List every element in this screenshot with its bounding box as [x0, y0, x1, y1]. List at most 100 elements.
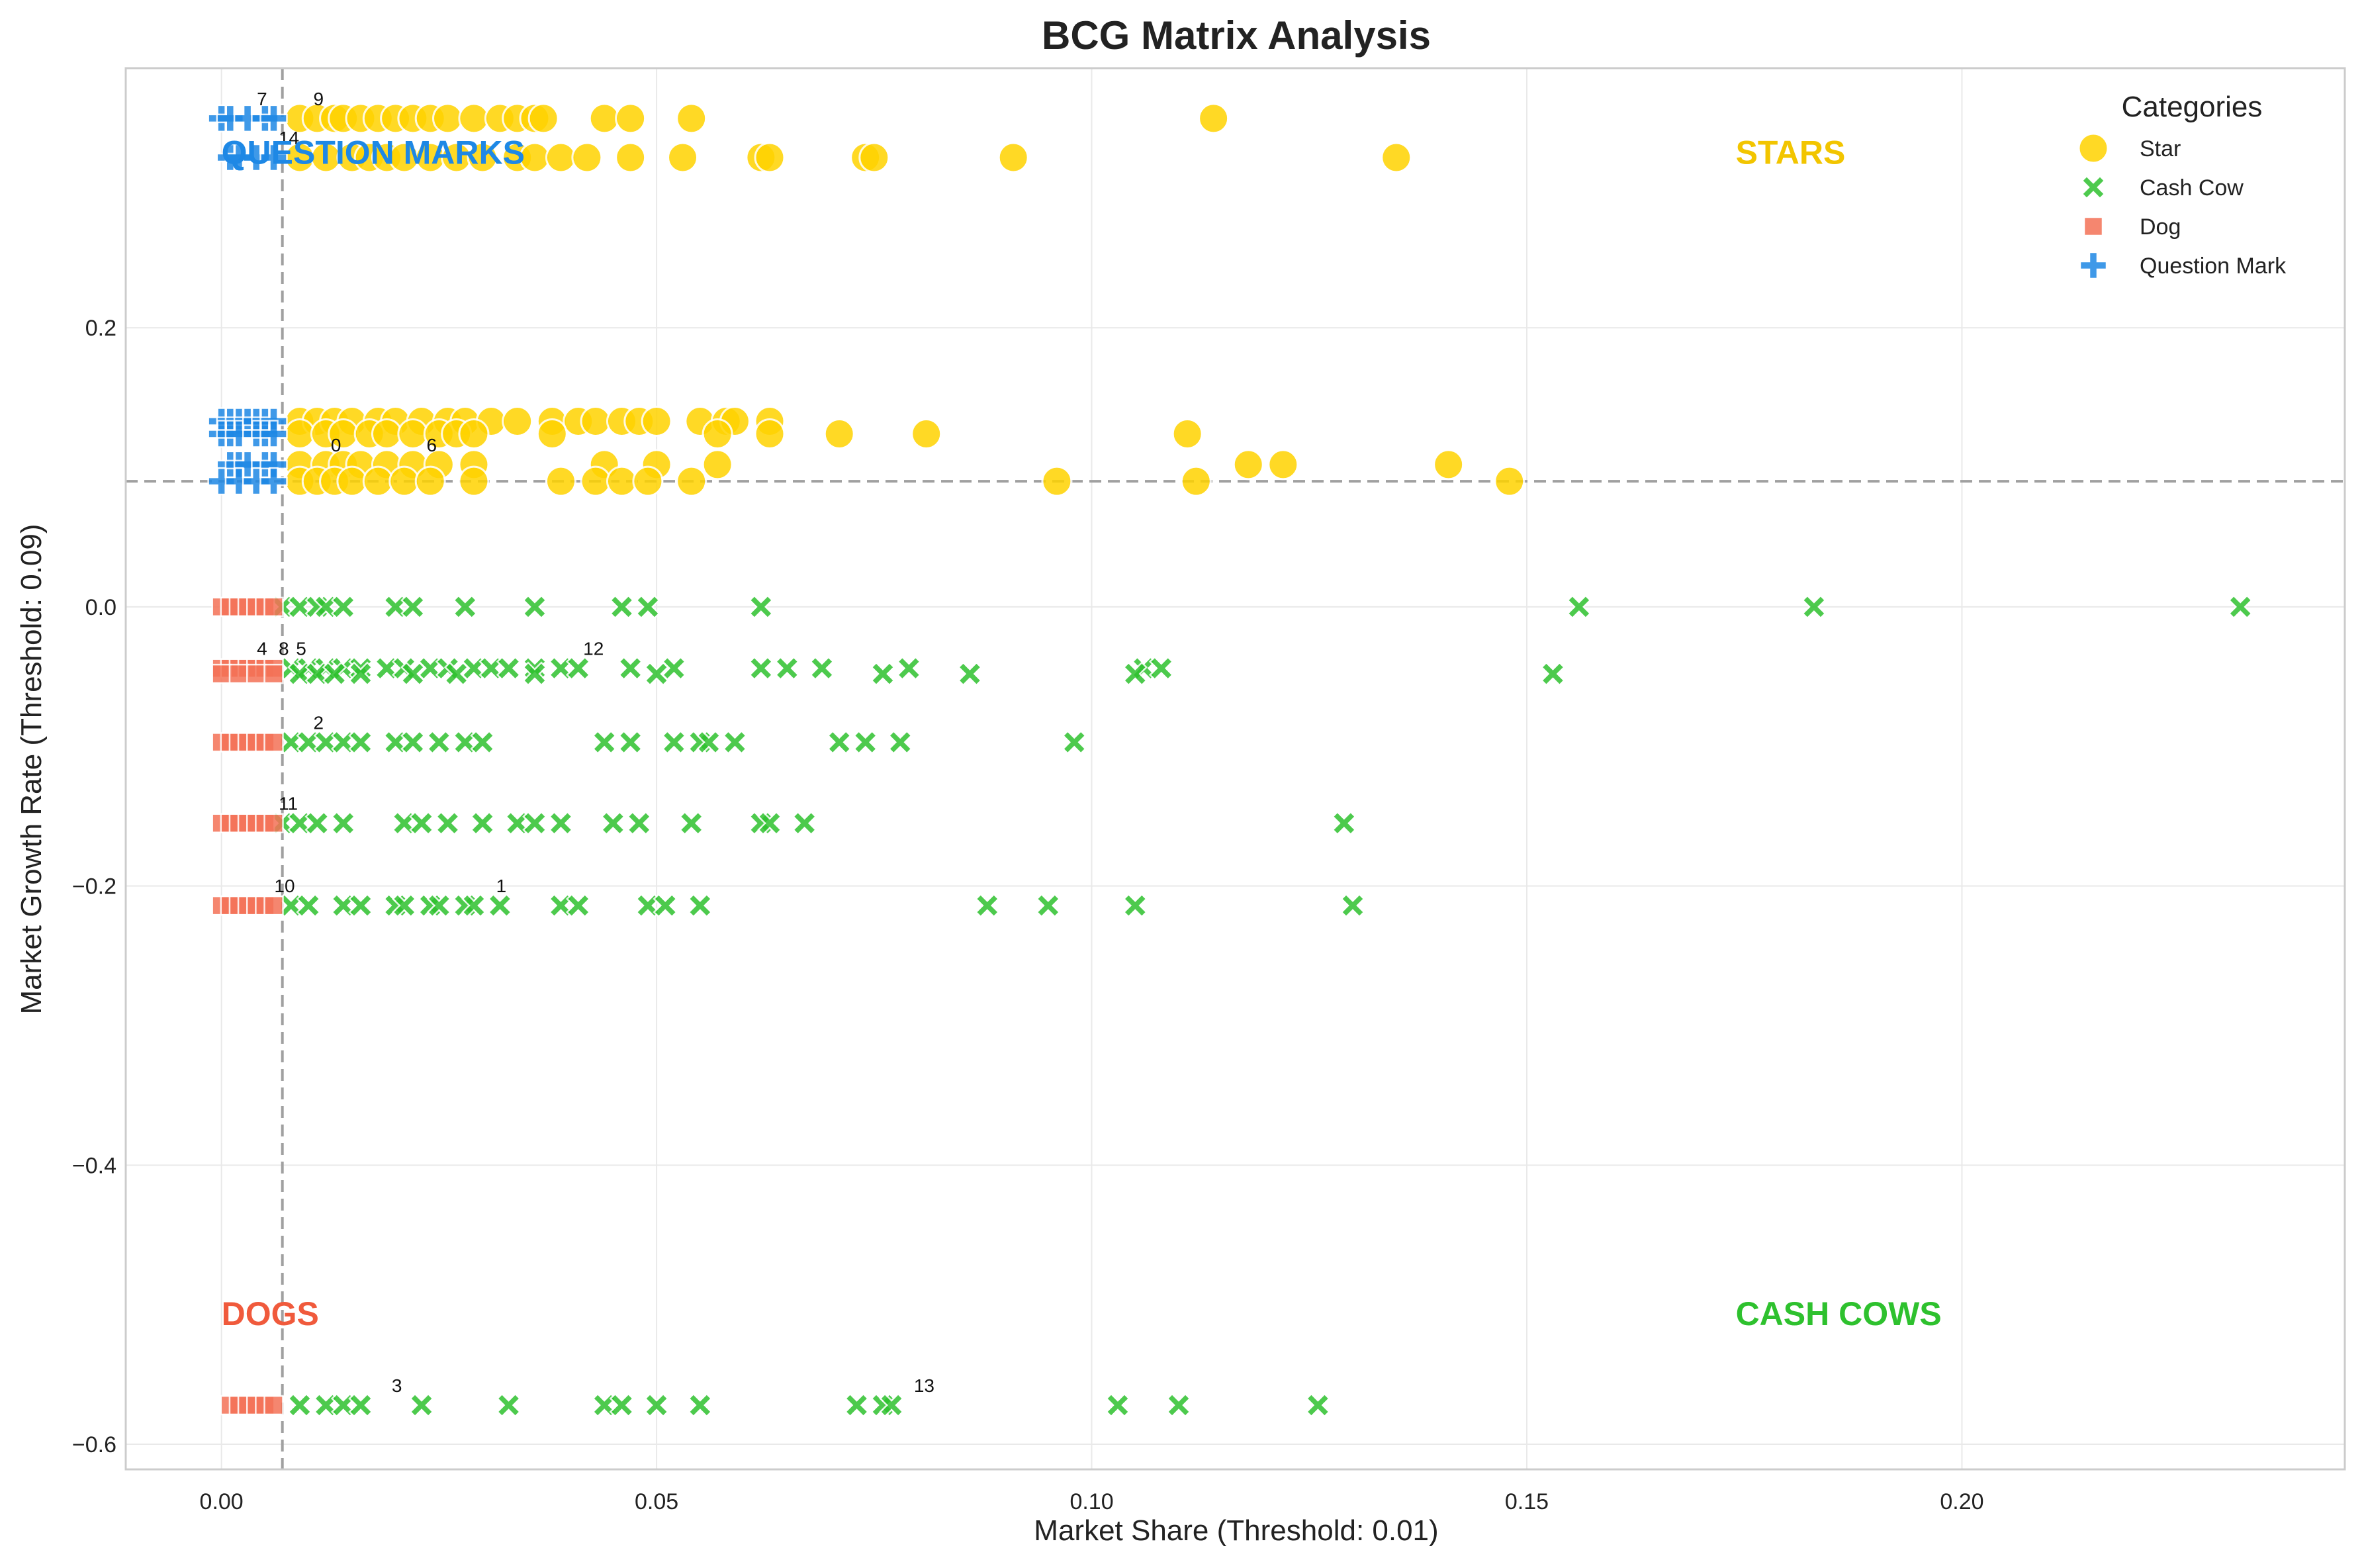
cash-cow-point [749, 655, 774, 681]
star-point [676, 465, 707, 497]
legend-cash-cow-icon [2081, 175, 2106, 200]
cash-cow-point [617, 655, 643, 681]
cash-cow-point [348, 729, 373, 755]
cash-cow-point [1062, 729, 1087, 755]
cash-cow-point [453, 594, 478, 620]
star-point [527, 103, 559, 134]
y-axis-ticks: 0.2 0.0 −0.2 −0.4 −0.6 [72, 316, 116, 1457]
point-annotation: 2 [314, 712, 324, 733]
star-point [641, 405, 672, 437]
point-annotation: 5 [296, 639, 306, 659]
cash-cow-point [1105, 1393, 1130, 1418]
dog-point [263, 813, 284, 833]
star-point [458, 465, 490, 497]
cash-cow-point [627, 810, 652, 836]
star-point [1494, 465, 1525, 497]
cash-cow-point [565, 655, 591, 681]
cash-cow-point [348, 1393, 373, 1418]
star-point [702, 418, 733, 449]
point-annotation: 1 [496, 876, 507, 896]
legend-question-mark-icon [2079, 251, 2108, 280]
point-annotation: 8 [279, 639, 289, 659]
cash-cow-point [400, 594, 426, 620]
cash-cow-point [1122, 893, 1148, 918]
star-point [632, 465, 664, 497]
legend-dog-icon [2083, 216, 2104, 237]
cash-cow-point [426, 893, 452, 918]
data-points [207, 103, 2253, 1418]
cash-cow-point [470, 810, 495, 836]
y-axis-label: Market Growth Rate (Threshold: 0.09) [15, 524, 48, 1015]
cash-cow-point [644, 1393, 669, 1418]
cash-cow-point [1540, 661, 1566, 686]
star-point [911, 418, 942, 449]
cash-cow-point [522, 661, 547, 686]
legend-title: Categories [2122, 91, 2263, 123]
cash-cow-point [653, 893, 678, 918]
dog-point [263, 596, 284, 618]
star-point [1171, 418, 1203, 449]
cash-cow-point [896, 655, 922, 681]
cash-cow-point [461, 893, 486, 918]
dog-point [246, 663, 267, 684]
cash-cow-point [409, 1393, 434, 1418]
cash-cow-point [809, 655, 835, 681]
star-point [823, 418, 855, 449]
dog-point [263, 895, 284, 916]
cash-cow-point [609, 1393, 635, 1418]
dog-point [228, 663, 250, 684]
cash-cow-point [688, 1393, 713, 1418]
question-mark-point [259, 467, 288, 496]
cash-cow-point [827, 729, 852, 755]
cash-cow-point [749, 594, 774, 620]
question-mark-point [259, 420, 288, 448]
plot-frame [124, 67, 2346, 1471]
point-annotation: 7 [257, 89, 267, 109]
cash-cow-point [1166, 1393, 1191, 1418]
star-point [1433, 449, 1465, 481]
cash-cow-point [296, 893, 321, 918]
cash-cow-point [400, 661, 426, 686]
y-tick-label: −0.6 [72, 1432, 116, 1457]
y-tick-label: 0.0 [85, 595, 116, 620]
cash-cow-point [435, 810, 461, 836]
legend: Categories Star Cash Cow Dog Question Mark [2077, 91, 2287, 280]
cash-cow-point [496, 655, 522, 681]
x-tick-label: 0.20 [1940, 1489, 1983, 1514]
star-point [1267, 449, 1299, 481]
legend-label: Cash Cow [2140, 175, 2244, 201]
star-point [1381, 142, 1412, 173]
star-point [467, 142, 498, 173]
star-point [1198, 103, 1230, 134]
point-annotation: 10 [274, 876, 295, 896]
star-point [588, 103, 620, 134]
point-annotation: 6 [426, 435, 437, 455]
cash-cow-point [600, 810, 626, 836]
cash-cow-point [722, 729, 748, 755]
cash-cow-point [870, 661, 895, 686]
star-point [615, 142, 647, 173]
star-point [284, 418, 316, 449]
cash-cow-point [1567, 594, 1592, 620]
cash-cow-point [304, 810, 330, 836]
star-point [571, 142, 603, 173]
legend-label: Dog [2140, 214, 2181, 240]
cash-cow-point [1340, 893, 1365, 918]
cash-cow-point [887, 729, 913, 755]
cash-cow-point [426, 729, 452, 755]
cash-cow-point [348, 661, 373, 686]
x-tick-label: 0.10 [1069, 1489, 1113, 1514]
star-point [458, 103, 490, 134]
dog-point [263, 732, 284, 753]
cash-cow-point [852, 729, 878, 755]
quadrant-label: STARS [1736, 134, 1846, 171]
star-point [754, 142, 786, 173]
star-point [362, 465, 394, 497]
point-annotation: 3 [392, 1375, 402, 1396]
star-point [502, 405, 533, 437]
quadrant-label: CASH COWS [1736, 1295, 1942, 1332]
point-annotation: 4 [257, 639, 267, 659]
